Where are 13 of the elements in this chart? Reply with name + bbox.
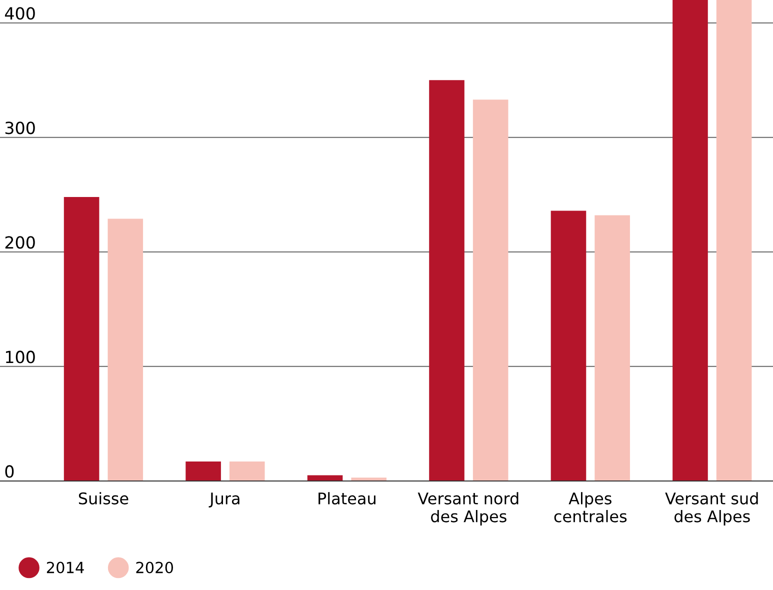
y-tick-label: 400 (4, 7, 35, 20)
x-tick-label: Alpes centrales (554, 492, 627, 522)
legend-label: 2014 (46, 562, 84, 574)
y-tick-label: 300 (5, 122, 35, 134)
y-tick-label: 0 (5, 465, 14, 478)
x-tick-label: Versant nord des Alpes (418, 492, 518, 526)
x-tick-label: Versant sud des Alpes (665, 492, 758, 526)
x-tick-label: Plateau (318, 492, 376, 504)
x-tick-label: Suisse (78, 492, 128, 504)
y-tick-label: 100 (6, 350, 35, 364)
legend-label: 2020 (136, 562, 173, 574)
x-tick-label: Jura (208, 492, 240, 508)
y-tick-label: 200 (5, 236, 35, 249)
